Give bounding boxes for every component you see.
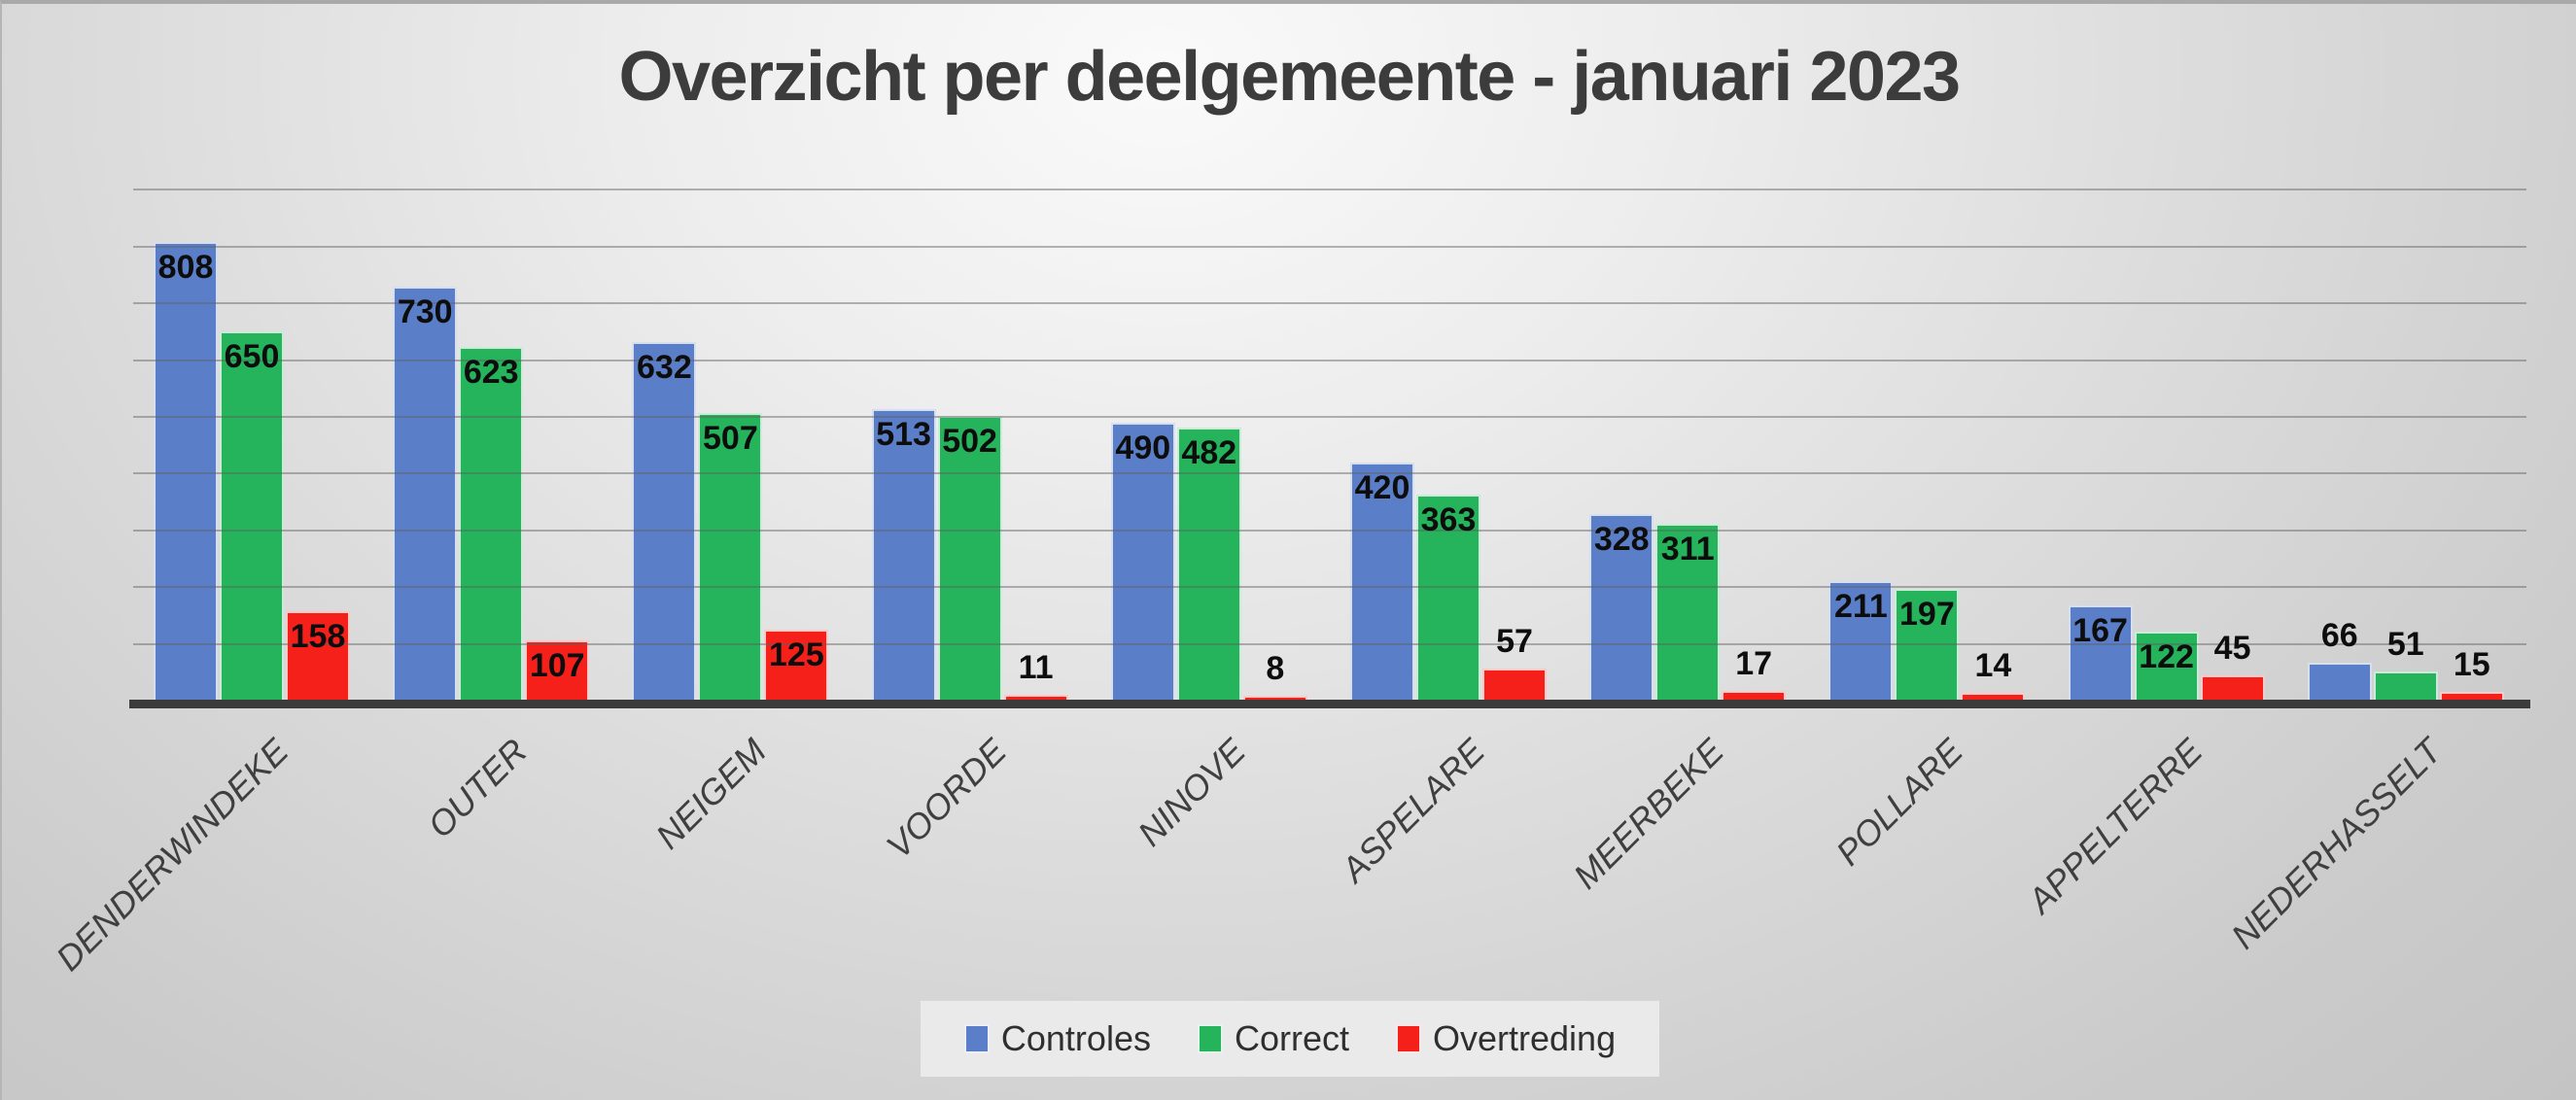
data-label-controles-aspelare: 420	[1354, 469, 1410, 506]
category-label-wrap-nederhasselt: NEDERHASSELT	[2033, 731, 2450, 956]
data-label-overtreding-denderwindeke: 158	[290, 618, 346, 655]
bar-overtreding-voorde	[1003, 695, 1068, 701]
gridline-800	[133, 245, 2526, 248]
bar-correct-outer	[459, 347, 524, 701]
bar-overtreding-neigem	[764, 630, 829, 701]
data-label-correct-appelterre: 122	[2139, 638, 2194, 675]
bar-group-neigem: 632 507 125	[611, 133, 852, 701]
legend-marker-correct	[1197, 1024, 1223, 1053]
gridline-400	[133, 472, 2526, 475]
gridline-100	[133, 642, 2526, 645]
bar-controles-nederhasselt	[2307, 663, 2372, 701]
bar-controles-neigem	[632, 342, 697, 701]
bar-overtreding-denderwindeke	[286, 611, 350, 701]
bar-overtreding-meerbeke	[1722, 691, 1787, 701]
bar-group-pollare: 211 197 14	[1808, 133, 2048, 701]
bar-group-ninove: 490 482 8	[1091, 133, 1331, 701]
data-label-correct-neigem: 507	[703, 420, 758, 457]
data-label-controles-ninove: 490	[1115, 430, 1171, 466]
data-label-correct-aspelare: 363	[1420, 501, 1477, 538]
data-label-correct-meerbeke: 311	[1660, 531, 1715, 567]
bar-group-meerbeke: 328 311 17	[1569, 133, 1809, 701]
bar-group-denderwindeke: 808 650 158	[133, 133, 373, 701]
legend: Controles Correct Overtreding	[921, 1001, 1659, 1077]
bar-controles-aspelare	[1350, 463, 1414, 701]
data-label-controles-nederhasselt: 66	[2320, 617, 2358, 654]
legend-item-overtreding: Overtreding	[1396, 1018, 1616, 1059]
gridline-700	[133, 302, 2526, 305]
gridline-600	[133, 359, 2526, 361]
bar-overtreding-pollare	[1961, 693, 2026, 701]
bar-overtreding-nederhasselt	[2439, 692, 2504, 701]
bar-correct-voorde	[937, 416, 1002, 701]
data-label-overtreding-nederhasselt: 15	[2453, 646, 2490, 683]
data-label-overtreding-voorde: 11	[1018, 649, 1054, 686]
gridline-300	[133, 529, 2526, 532]
bar-correct-aspelare	[1416, 495, 1480, 701]
bar-controles-ninove	[1110, 423, 1175, 701]
bar-correct-neigem	[698, 413, 763, 701]
data-label-controles-pollare: 211	[1833, 588, 1888, 625]
bar-group-nederhasselt: 66 51 15	[2287, 133, 2527, 701]
chart-title: Overzicht per deelgemeente - januari 202…	[618, 38, 1961, 116]
legend-item-controles: Controles	[963, 1018, 1151, 1059]
bar-correct-denderwindeke	[220, 331, 284, 701]
legend-label-overtreding: Overtreding	[1433, 1018, 1617, 1058]
data-label-overtreding-outer: 107	[529, 647, 585, 684]
data-label-correct-pollare: 197	[1899, 596, 1955, 633]
bar-group-appelterre: 167 122 45	[2048, 133, 2288, 701]
bar-correct-appelterre	[2134, 632, 2199, 701]
plot-area: 808 650 158 730 623 107 632 507 125 513 502 11 490 48…	[133, 133, 2526, 701]
bar-controles-appelterre	[2068, 605, 2133, 701]
data-label-correct-nederhasselt: 51	[2386, 626, 2424, 663]
data-label-controles-voorde: 513	[876, 416, 931, 453]
data-label-overtreding-neigem: 125	[769, 636, 824, 673]
bar-controles-outer	[393, 287, 458, 701]
bar-group-outer: 730 623 107	[372, 133, 612, 701]
data-label-overtreding-meerbeke: 17	[1735, 645, 1773, 682]
data-label-controles-neigem: 632	[637, 349, 692, 386]
bar-correct-meerbeke	[1655, 524, 1721, 701]
x-axis-line	[129, 700, 2530, 708]
legend-marker-overtreding	[1396, 1024, 1421, 1053]
data-label-correct-denderwindeke: 650	[224, 338, 280, 375]
data-label-controles-meerbeke: 328	[1593, 521, 1650, 558]
data-label-overtreding-ninove: 8	[1266, 650, 1285, 687]
bar-group-voorde: 513 502 11	[852, 133, 1092, 701]
data-label-controles-appelterre: 167	[2072, 612, 2128, 649]
bar-correct-nederhasselt	[2373, 671, 2438, 701]
bar-controles-meerbeke	[1589, 514, 1654, 701]
bar-overtreding-aspelare	[1482, 669, 1547, 701]
bar-overtreding-ninove	[1242, 696, 1307, 701]
gridline-500	[133, 416, 2526, 418]
data-label-overtreding-aspelare: 57	[1496, 623, 1533, 660]
data-label-correct-ninove: 482	[1181, 434, 1237, 471]
legend-marker-controles	[963, 1024, 990, 1053]
bar-controles-voorde	[871, 409, 936, 701]
legend-label-correct: Correct	[1234, 1018, 1349, 1058]
data-label-overtreding-appelterre: 45	[2213, 630, 2251, 667]
data-label-correct-outer: 623	[463, 354, 519, 391]
gridline-900	[133, 189, 2526, 191]
category-label-nederhasselt: NEDERHASSELT	[2223, 731, 2450, 957]
legend-item-correct: Correct	[1197, 1018, 1349, 1059]
gridline-200	[133, 586, 2526, 589]
data-label-correct-voorde: 502	[942, 423, 997, 460]
data-label-controles-denderwindeke: 808	[157, 249, 214, 286]
bar-controles-pollare	[1828, 581, 1894, 701]
bar-overtreding-outer	[525, 640, 590, 701]
bar-correct-ninove	[1176, 428, 1241, 701]
bar-correct-pollare	[1895, 589, 1960, 701]
data-label-controles-outer: 730	[397, 293, 453, 330]
bar-group-aspelare: 420 363 57	[1330, 133, 1570, 701]
data-label-overtreding-pollare: 14	[1974, 647, 2012, 684]
bar-overtreding-appelterre	[2200, 675, 2265, 701]
legend-label-controles: Controles	[1000, 1018, 1151, 1058]
bar-controles-denderwindeke	[154, 242, 218, 701]
